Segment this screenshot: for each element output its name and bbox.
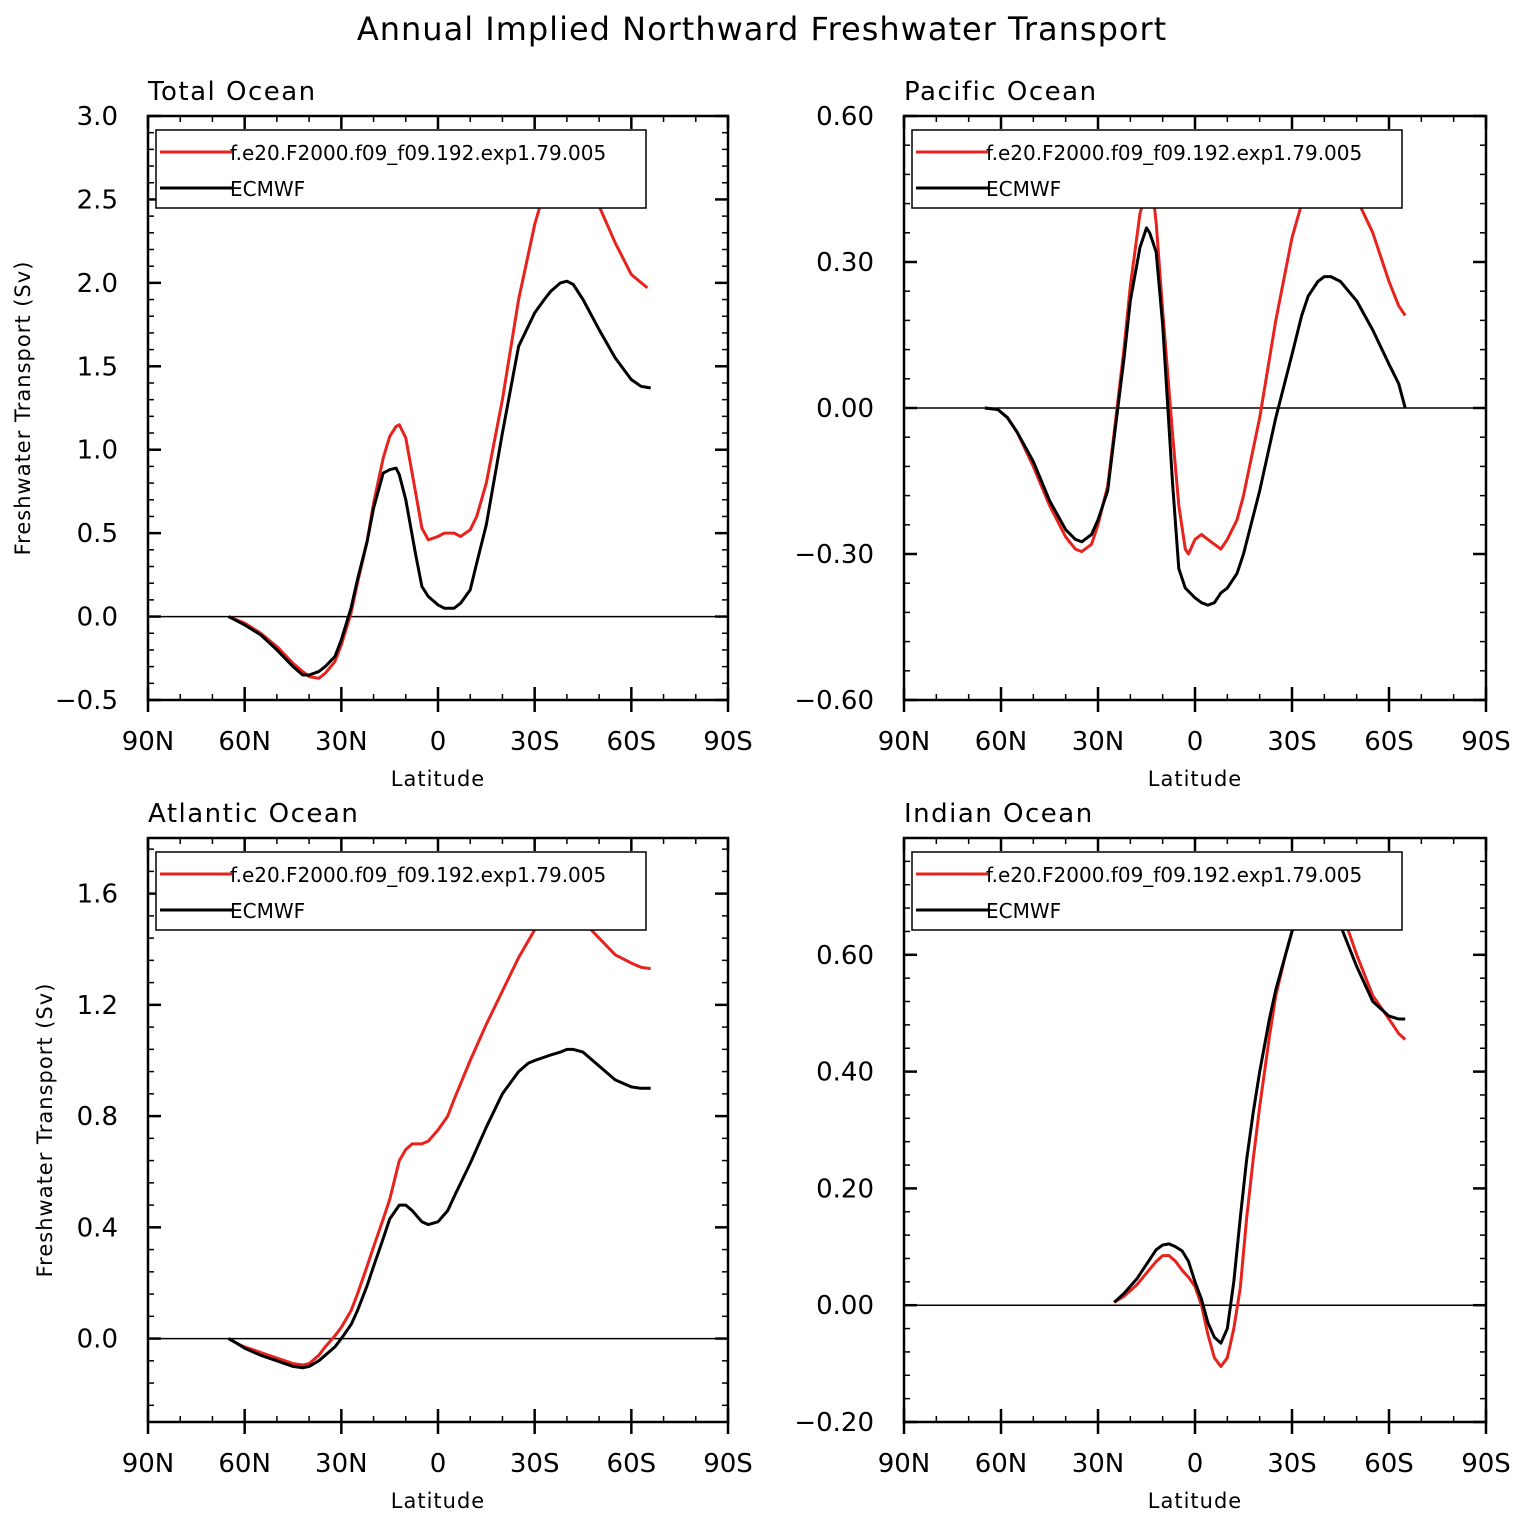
pacific-ocean-x-tick-label: 30N [1072, 727, 1125, 757]
atlantic-ocean-series-model [227, 908, 651, 1367]
total-ocean-y-axis-label: Freshwater Transport (Sv) [11, 261, 35, 556]
pacific-ocean-y-tick-label: 0.00 [816, 394, 874, 424]
pacific-ocean-legend [911, 129, 1403, 209]
indian-ocean-legend [911, 851, 1403, 931]
total-ocean-x-tick-label: 90N [122, 727, 175, 757]
atlantic-ocean-x-axis-label: Latitude [391, 1489, 485, 1513]
atlantic-ocean-legend-label: f.e20.F2000.f09_f09.192.exp1.79.005 [230, 863, 606, 887]
pacific-ocean-series-ecmwf [984, 226, 1407, 607]
total-ocean-x-tick-label: 90S [703, 727, 753, 757]
indian-ocean-y-tick-label: 0.60 [816, 941, 874, 971]
pacific-ocean-legend-label: ECMWF [986, 177, 1061, 201]
atlantic-ocean-y-tick-label: 0.8 [77, 1102, 118, 1132]
total-ocean-series-ecmwf [227, 279, 651, 677]
total-ocean-x-tick-label: 0 [430, 727, 447, 757]
indian-ocean-title: Indian Ocean [904, 799, 1094, 829]
atlantic-ocean-title: Atlantic Ocean [148, 799, 359, 829]
pacific-ocean-x-tick-label: 90N [878, 727, 931, 757]
atlantic-ocean-y-tick-label: 0.4 [77, 1213, 118, 1243]
pacific-ocean-x-tick-label: 0 [1187, 727, 1204, 757]
indian-ocean-x-tick-label: 30S [1267, 1449, 1317, 1479]
indian-ocean-x-axis-label: Latitude [1148, 1489, 1242, 1513]
total-ocean-x-tick-label: 60N [218, 727, 271, 757]
total-ocean-plot-frame [146, 114, 730, 702]
pacific-ocean-title: Pacific Ocean [904, 77, 1098, 107]
atlantic-ocean-x-tick-label: 30S [510, 1449, 560, 1479]
pacific-ocean-x-tick-label: 60S [1364, 727, 1414, 757]
atlantic-ocean-y-tick-label: 1.2 [77, 991, 118, 1021]
total-ocean-x-tick-label: 30S [510, 727, 560, 757]
atlantic-ocean-y-tick-label: 0.0 [77, 1325, 118, 1355]
pacific-ocean-x-axis-label: Latitude [1148, 767, 1242, 791]
total-ocean-y-tick-label: 2.0 [77, 269, 118, 299]
indian-ocean-x-tick-label: 0 [1187, 1449, 1204, 1479]
total-ocean-x-tick-label: 60S [607, 727, 657, 757]
pacific-ocean-x-tick-label: 60N [975, 727, 1028, 757]
indian-ocean-y-tick-label: 0.00 [816, 1291, 874, 1321]
atlantic-ocean-y-axis-label: Freshwater Transport (Sv) [33, 983, 57, 1278]
indian-ocean-legend-label: ECMWF [986, 899, 1061, 923]
indian-ocean-panel: −0.20 0.00 0.20 0.40 0.60 90N 60N 30N 0 30S 60S 90S… [794, 799, 1510, 1513]
indian-ocean-x-tick-label: 60S [1364, 1449, 1414, 1479]
figure-title: Annual Implied Northward Freshwater Tran… [356, 10, 1168, 48]
atlantic-ocean-x-tick-label: 60N [218, 1449, 271, 1479]
atlantic-ocean-series-ecmwf [227, 1047, 651, 1370]
total-ocean-y-tick-label: 3.0 [77, 102, 118, 132]
indian-ocean-y-tick-label: 0.40 [816, 1058, 874, 1088]
atlantic-ocean-legend-label: ECMWF [230, 899, 305, 923]
indian-ocean-plot-frame [902, 836, 1488, 1424]
indian-ocean-series-model [1113, 880, 1407, 1368]
total-ocean-title: Total Ocean [147, 77, 317, 107]
total-ocean-y-tick-label: 1.0 [77, 436, 118, 466]
pacific-ocean-y-tick-label: −0.30 [794, 540, 874, 570]
atlantic-ocean-y-tick-label: 1.6 [77, 880, 118, 910]
total-ocean-y-tick-label: 0.0 [77, 603, 118, 633]
pacific-ocean-x-tick-label: 90S [1461, 727, 1511, 757]
indian-ocean-x-tick-label: 90S [1461, 1449, 1511, 1479]
indian-ocean-x-tick-label: 60N [975, 1449, 1028, 1479]
atlantic-ocean-panel: 0.0 0.4 0.8 1.2 1.6 90N 60N 30N 0 30S 60S 90S f.e20.… [33, 799, 753, 1513]
total-ocean-series-model [228, 154, 649, 680]
total-ocean-legend-label: ECMWF [230, 177, 305, 201]
pacific-ocean-y-tick-label: −0.60 [794, 686, 874, 716]
total-ocean-y-tick-label: 1.5 [77, 352, 118, 382]
indian-ocean-x-tick-label: 90N [878, 1449, 931, 1479]
total-ocean-y-tick-label: −0.5 [55, 686, 118, 716]
total-ocean-y-tick-label: 2.5 [77, 185, 118, 215]
total-ocean-panel: −0.5 0.0 0.5 1.0 1.5 2.0 2.5 3.0 90N 60N 30N 0 30S 60… [11, 77, 753, 791]
indian-ocean-y-tick-label: −0.20 [794, 1408, 874, 1438]
total-ocean-x-axis-label: Latitude [391, 767, 485, 791]
total-ocean-legend [155, 129, 647, 209]
atlantic-ocean-plot-frame [146, 836, 730, 1424]
atlantic-ocean-x-tick-label: 90S [703, 1449, 753, 1479]
indian-ocean-legend-label: f.e20.F2000.f09_f09.192.exp1.79.005 [986, 863, 1362, 887]
atlantic-ocean-x-tick-label: 30N [315, 1449, 368, 1479]
atlantic-ocean-x-tick-label: 60S [607, 1449, 657, 1479]
atlantic-ocean-legend [155, 851, 647, 931]
pacific-ocean-x-tick-label: 30S [1267, 727, 1317, 757]
indian-ocean-y-tick-label: 0.20 [816, 1174, 874, 1204]
pacific-ocean-y-tick-label: 0.60 [816, 102, 874, 132]
pacific-ocean-plot-frame [902, 114, 1488, 702]
atlantic-ocean-x-tick-label: 90N [122, 1449, 175, 1479]
pacific-ocean-y-tick-label: 0.30 [816, 248, 874, 278]
pacific-ocean-legend-label: f.e20.F2000.f09_f09.192.exp1.79.005 [986, 141, 1362, 165]
pacific-ocean-panel: −0.60 −0.30 0.00 0.30 0.60 90N 60N 30N 0 30S 60S 90… [794, 77, 1510, 791]
atlantic-ocean-x-tick-label: 0 [430, 1449, 447, 1479]
total-ocean-x-tick-label: 30N [315, 727, 368, 757]
indian-ocean-x-tick-label: 30N [1072, 1449, 1125, 1479]
total-ocean-legend-label: f.e20.F2000.f09_f09.192.exp1.79.005 [230, 141, 606, 165]
total-ocean-y-tick-label: 0.5 [77, 519, 118, 549]
